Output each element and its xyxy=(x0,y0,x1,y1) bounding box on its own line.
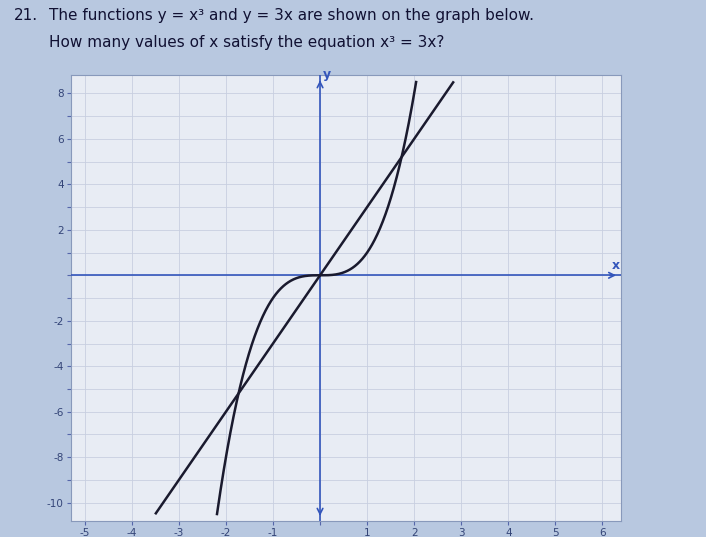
Text: The functions y = x³ and y = 3x are shown on the graph below.: The functions y = x³ and y = 3x are show… xyxy=(49,8,534,23)
Text: How many values of x satisfy the equation x³ = 3x?: How many values of x satisfy the equatio… xyxy=(49,35,445,50)
Text: 21.: 21. xyxy=(14,8,38,23)
Text: x: x xyxy=(612,258,620,272)
Text: y: y xyxy=(323,68,331,81)
